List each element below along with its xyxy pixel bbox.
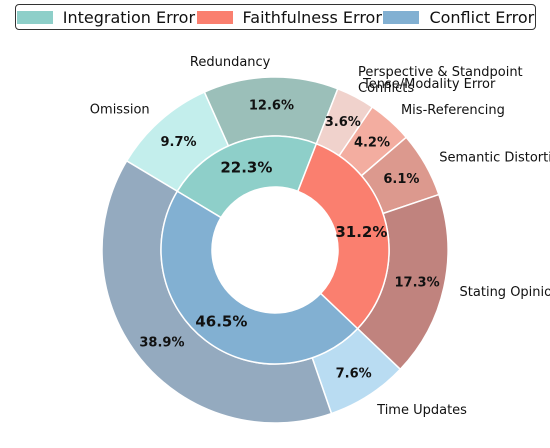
chart-legend: Integration Error Faithfulness Error Con… [15,4,536,30]
outer-pct-label-omission: 9.7% [160,135,196,150]
legend-label-faithfulness-error: Faithfulness Error [242,7,382,27]
category-label-stating-opinion-as-fact: Stating Opinion As Fact [460,285,550,300]
outer-pct-label-semantic-distortion: 6.1% [383,172,419,187]
outer-pct-label-time-updates: 7.6% [336,366,372,381]
legend-label-conflict-error: Conflict Error [429,7,535,27]
category-label-omission: Omission [90,103,150,118]
inner-slice-conflict-error [160,190,359,365]
inner-slice-faithfulness-error [296,142,390,330]
legend-item-conflict-error: Conflict Error [383,8,534,27]
category-label-perspective-standpoint-conflicts: Perspective & Standpoint Conflicts [358,65,523,96]
legend-swatch-integration-error [16,10,53,24]
category-label-time-updates: Time Updates [376,403,467,418]
legend-swatch-conflict-error [383,10,420,24]
legend-swatch-faithfulness-error [196,10,233,24]
category-label-mis-referencing: Mis-Referencing [401,103,505,118]
category-label-semantic-distortion: Semantic Distortion [439,150,550,165]
legend-item-faithfulness-error: Faithfulness Error [196,7,382,27]
legend-label-integration-error: Integration Error [62,7,196,27]
outer-pct-label-stating-opinion-as-fact: 17.3% [395,275,440,290]
outer-pct-label-tense-modality-error: 3.6% [325,115,361,130]
outer-pct-label-redundancy: 12.6% [249,99,294,114]
category-label-tense-modality-error: Tense/Modality Error [362,77,496,92]
legend-item-integration-error: Integration Error [16,7,196,27]
inner-ring [160,135,390,365]
percent-labels: 9.7% 12.6% 3.6% 4.2% 6.1% 17.3% 7.6% 38.9% 22.3%… [139,99,439,382]
outer-pct-label-perspective-standpoint-conflicts: 38.9% [139,336,184,351]
category-labels: Omission Redundancy Tense/Modality Error Mi… [90,55,550,418]
outer-ring [101,76,449,424]
inner-pct-label-faithfulness-error: 31.2% [335,223,387,241]
category-label-redundancy: Redundancy [190,55,271,70]
inner-pct-label-integration-error: 22.3% [220,158,272,176]
outer-pct-label-mis-referencing: 4.2% [354,136,390,151]
inner-pct-label-conflict-error: 46.5% [195,312,247,330]
